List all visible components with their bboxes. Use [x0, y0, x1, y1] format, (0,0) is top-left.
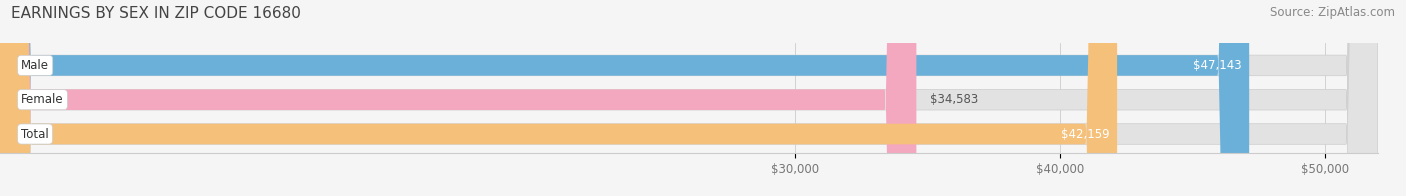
- Text: Source: ZipAtlas.com: Source: ZipAtlas.com: [1270, 6, 1395, 19]
- FancyBboxPatch shape: [0, 0, 1249, 196]
- Text: Female: Female: [21, 93, 63, 106]
- Text: $34,583: $34,583: [929, 93, 977, 106]
- Text: $47,143: $47,143: [1192, 59, 1241, 72]
- Text: EARNINGS BY SEX IN ZIP CODE 16680: EARNINGS BY SEX IN ZIP CODE 16680: [11, 6, 301, 21]
- Text: Total: Total: [21, 128, 49, 141]
- FancyBboxPatch shape: [0, 0, 1118, 196]
- Text: Male: Male: [21, 59, 49, 72]
- FancyBboxPatch shape: [0, 0, 917, 196]
- Text: $42,159: $42,159: [1060, 128, 1109, 141]
